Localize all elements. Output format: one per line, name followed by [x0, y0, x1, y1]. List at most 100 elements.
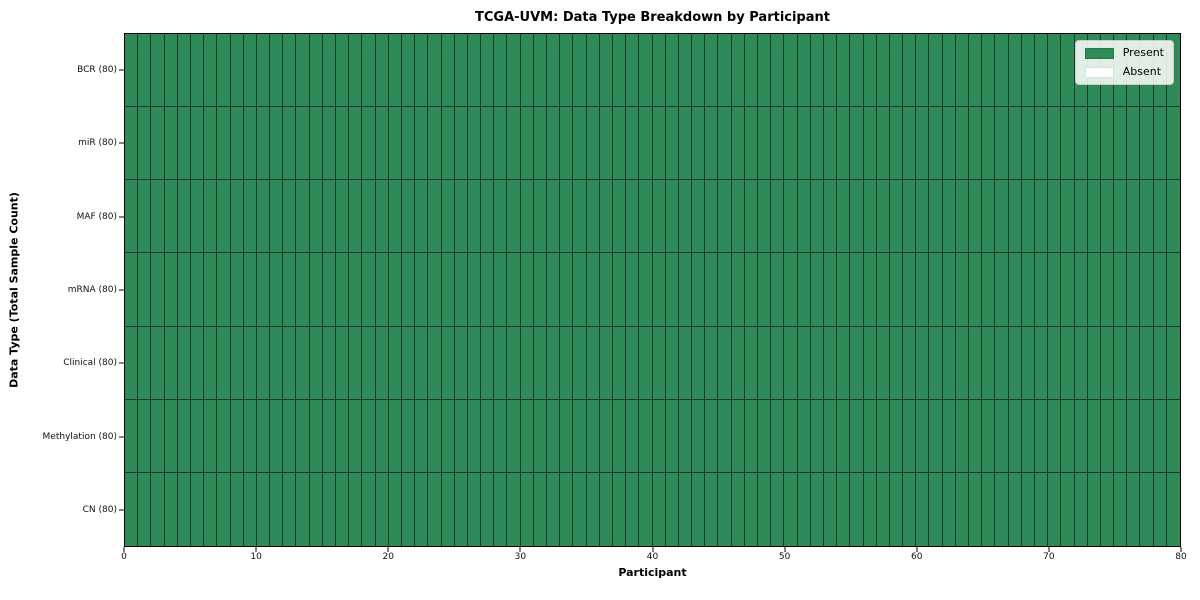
y-tick-label: Methylation (80): [42, 431, 117, 442]
heatmap-cell: [270, 326, 284, 400]
heatmap-cell: [995, 180, 1009, 254]
heatmap-cell: [1048, 472, 1062, 546]
heatmap-cell: [1048, 253, 1062, 327]
heatmap-cell: [1034, 180, 1049, 254]
heatmap-cell: [125, 107, 139, 181]
heatmap-cell: [850, 326, 864, 400]
heatmap-cell: [573, 180, 587, 254]
heatmap-cell: [863, 253, 877, 327]
heatmap-cell: [1166, 107, 1180, 181]
heatmap-cell: [336, 326, 350, 400]
heatmap-cell: [1166, 180, 1180, 254]
heatmap-cell: [929, 253, 943, 327]
heatmap-cell: [586, 253, 600, 327]
heatmap-cell: [151, 472, 165, 546]
heatmap-cell: [665, 180, 679, 254]
heatmap-cell: [797, 399, 811, 473]
heatmap-cell: [626, 180, 640, 254]
heatmap-cell: [744, 180, 758, 254]
heatmap-cell: [467, 399, 482, 473]
heatmap-cell: [217, 107, 231, 181]
heatmap-cell: [415, 180, 429, 254]
heatmap-cell: [349, 472, 363, 546]
heatmap-cell: [454, 253, 468, 327]
heatmap-cell: [916, 180, 930, 254]
heatmap-cell: [309, 180, 323, 254]
heatmap-cell: [982, 399, 996, 473]
heatmap-cell: [177, 326, 191, 400]
heatmap-cell: [599, 399, 613, 473]
heatmap-cell: [942, 253, 956, 327]
heatmap-cell: [125, 34, 139, 108]
heatmap-cell: [1074, 180, 1088, 254]
x-tick-mark: [1048, 547, 1050, 552]
heatmap-cell: [969, 326, 983, 400]
y-tick-mark: [119, 69, 124, 71]
heatmap-cell: [599, 326, 613, 400]
heatmap-cell: [612, 399, 627, 473]
heatmap-cell: [1034, 399, 1049, 473]
heatmap-cell: [243, 180, 257, 254]
heatmap-cell: [283, 472, 297, 546]
heatmap-cell: [362, 107, 376, 181]
heatmap-cell: [309, 399, 323, 473]
heatmap-cell: [969, 180, 983, 254]
heatmap-cell: [823, 399, 838, 473]
heatmap-cell: [125, 326, 139, 400]
heatmap-cell: [375, 326, 389, 400]
heatmap-cell: [889, 107, 904, 181]
heatmap-cell: [1166, 472, 1180, 546]
heatmap-cell: [481, 34, 495, 108]
heatmap-cell: [1140, 472, 1154, 546]
heatmap-cell: [1114, 326, 1128, 400]
heatmap-cell: [507, 253, 521, 327]
heatmap-cell: [270, 180, 284, 254]
heatmap-cell: [731, 326, 745, 400]
heatmap-cell: [1008, 326, 1022, 400]
heatmap-cell: [401, 399, 416, 473]
heatmap-cell: [1100, 107, 1115, 181]
heatmap-cell: [388, 253, 402, 327]
heatmap-cell: [428, 472, 442, 546]
heatmap-cell: [336, 180, 350, 254]
heatmap-cell: [230, 326, 244, 400]
heatmap-cell: [125, 180, 139, 254]
x-tick-label: 70: [1043, 552, 1055, 562]
heatmap-cell: [230, 180, 244, 254]
heatmap-cell: [823, 34, 838, 108]
heatmap-cell: [612, 34, 627, 108]
y-tick-mark: [119, 362, 124, 364]
heatmap-cell: [955, 326, 969, 400]
legend-swatch-present: [1084, 47, 1114, 59]
heatmap-cell: [1061, 34, 1075, 108]
heatmap-cell: [217, 326, 231, 400]
heatmap-cell: [151, 180, 165, 254]
heatmap-cell: [903, 472, 917, 546]
heatmap-cell: [125, 399, 139, 473]
heatmap-cell: [758, 107, 772, 181]
heatmap-cell: [823, 180, 838, 254]
heatmap-cell: [718, 253, 732, 327]
heatmap-cell: [744, 326, 758, 400]
heatmap-cell: [401, 34, 416, 108]
heatmap-cell: [612, 472, 627, 546]
heatmap-cell: [1048, 107, 1062, 181]
heatmap-cell: [599, 472, 613, 546]
heatmap-cell: [718, 326, 732, 400]
heatmap-cell: [494, 326, 508, 400]
heatmap-cell: [784, 180, 798, 254]
heatmap-cell: [204, 326, 218, 400]
heatmap-cell: [362, 472, 376, 546]
heatmap-cell: [1114, 399, 1128, 473]
heatmap-cell: [573, 253, 587, 327]
heatmap-cell: [1166, 253, 1180, 327]
heatmap-cell: [744, 34, 758, 108]
heatmap-cell: [1166, 399, 1180, 473]
heatmap-cell: [520, 326, 534, 400]
heatmap-cell: [929, 472, 943, 546]
heatmap-cell: [494, 472, 508, 546]
heatmap-cell: [217, 472, 231, 546]
heatmap-cell: [1034, 107, 1049, 181]
heatmap-cell: [296, 253, 310, 327]
heatmap-cell: [573, 107, 587, 181]
